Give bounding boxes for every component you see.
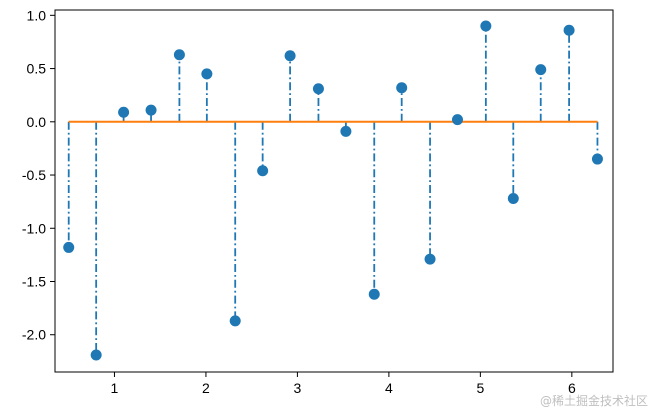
stems-layer bbox=[67, 25, 599, 355]
stem-marker bbox=[368, 288, 380, 300]
y-tick-label: -0.5 bbox=[22, 167, 46, 183]
stem-marker bbox=[424, 253, 436, 265]
x-tick-label: 2 bbox=[202, 380, 210, 396]
stem-marker bbox=[229, 315, 241, 327]
y-tick-label: 0.5 bbox=[27, 61, 47, 77]
stem-marker bbox=[396, 82, 408, 94]
x-tick-label: 5 bbox=[476, 380, 484, 396]
watermark: @稀土掘金技术社区 bbox=[540, 393, 648, 408]
stem-marker bbox=[507, 192, 519, 204]
stem-marker bbox=[591, 153, 603, 165]
stem-marker bbox=[312, 83, 324, 95]
x-tick-label: 4 bbox=[385, 380, 393, 396]
y-axis: 1.0 0.5 0.0 -0.5 -1.0 -1.5 -2.0 bbox=[22, 7, 55, 343]
stem-marker bbox=[451, 114, 463, 126]
stem-marker bbox=[145, 104, 157, 116]
stem-marker bbox=[563, 24, 575, 36]
stem-marker bbox=[257, 165, 269, 177]
x-tick-label: 3 bbox=[294, 380, 302, 396]
plot-frame bbox=[54, 9, 614, 373]
stem-marker bbox=[118, 106, 130, 118]
x-tick-label: 6 bbox=[568, 380, 576, 396]
stem-marker bbox=[480, 20, 492, 32]
stem-marker bbox=[340, 125, 352, 137]
y-tick-label: -1.5 bbox=[22, 274, 46, 290]
y-tick-label: 0.0 bbox=[27, 114, 47, 130]
stem-marker bbox=[201, 68, 213, 80]
y-tick-label: -2.0 bbox=[22, 327, 46, 343]
y-tick-label: -1.0 bbox=[22, 220, 46, 236]
x-axis: 1 2 3 4 5 6 bbox=[111, 372, 576, 396]
stem-marker bbox=[63, 241, 75, 253]
stem-marker bbox=[284, 50, 296, 62]
stem-marker bbox=[535, 64, 547, 76]
markers-layer bbox=[63, 20, 603, 361]
y-tick-label: 1.0 bbox=[27, 7, 47, 23]
stem-marker bbox=[173, 49, 185, 61]
x-tick-label: 1 bbox=[111, 380, 119, 396]
stem-marker bbox=[90, 349, 102, 361]
